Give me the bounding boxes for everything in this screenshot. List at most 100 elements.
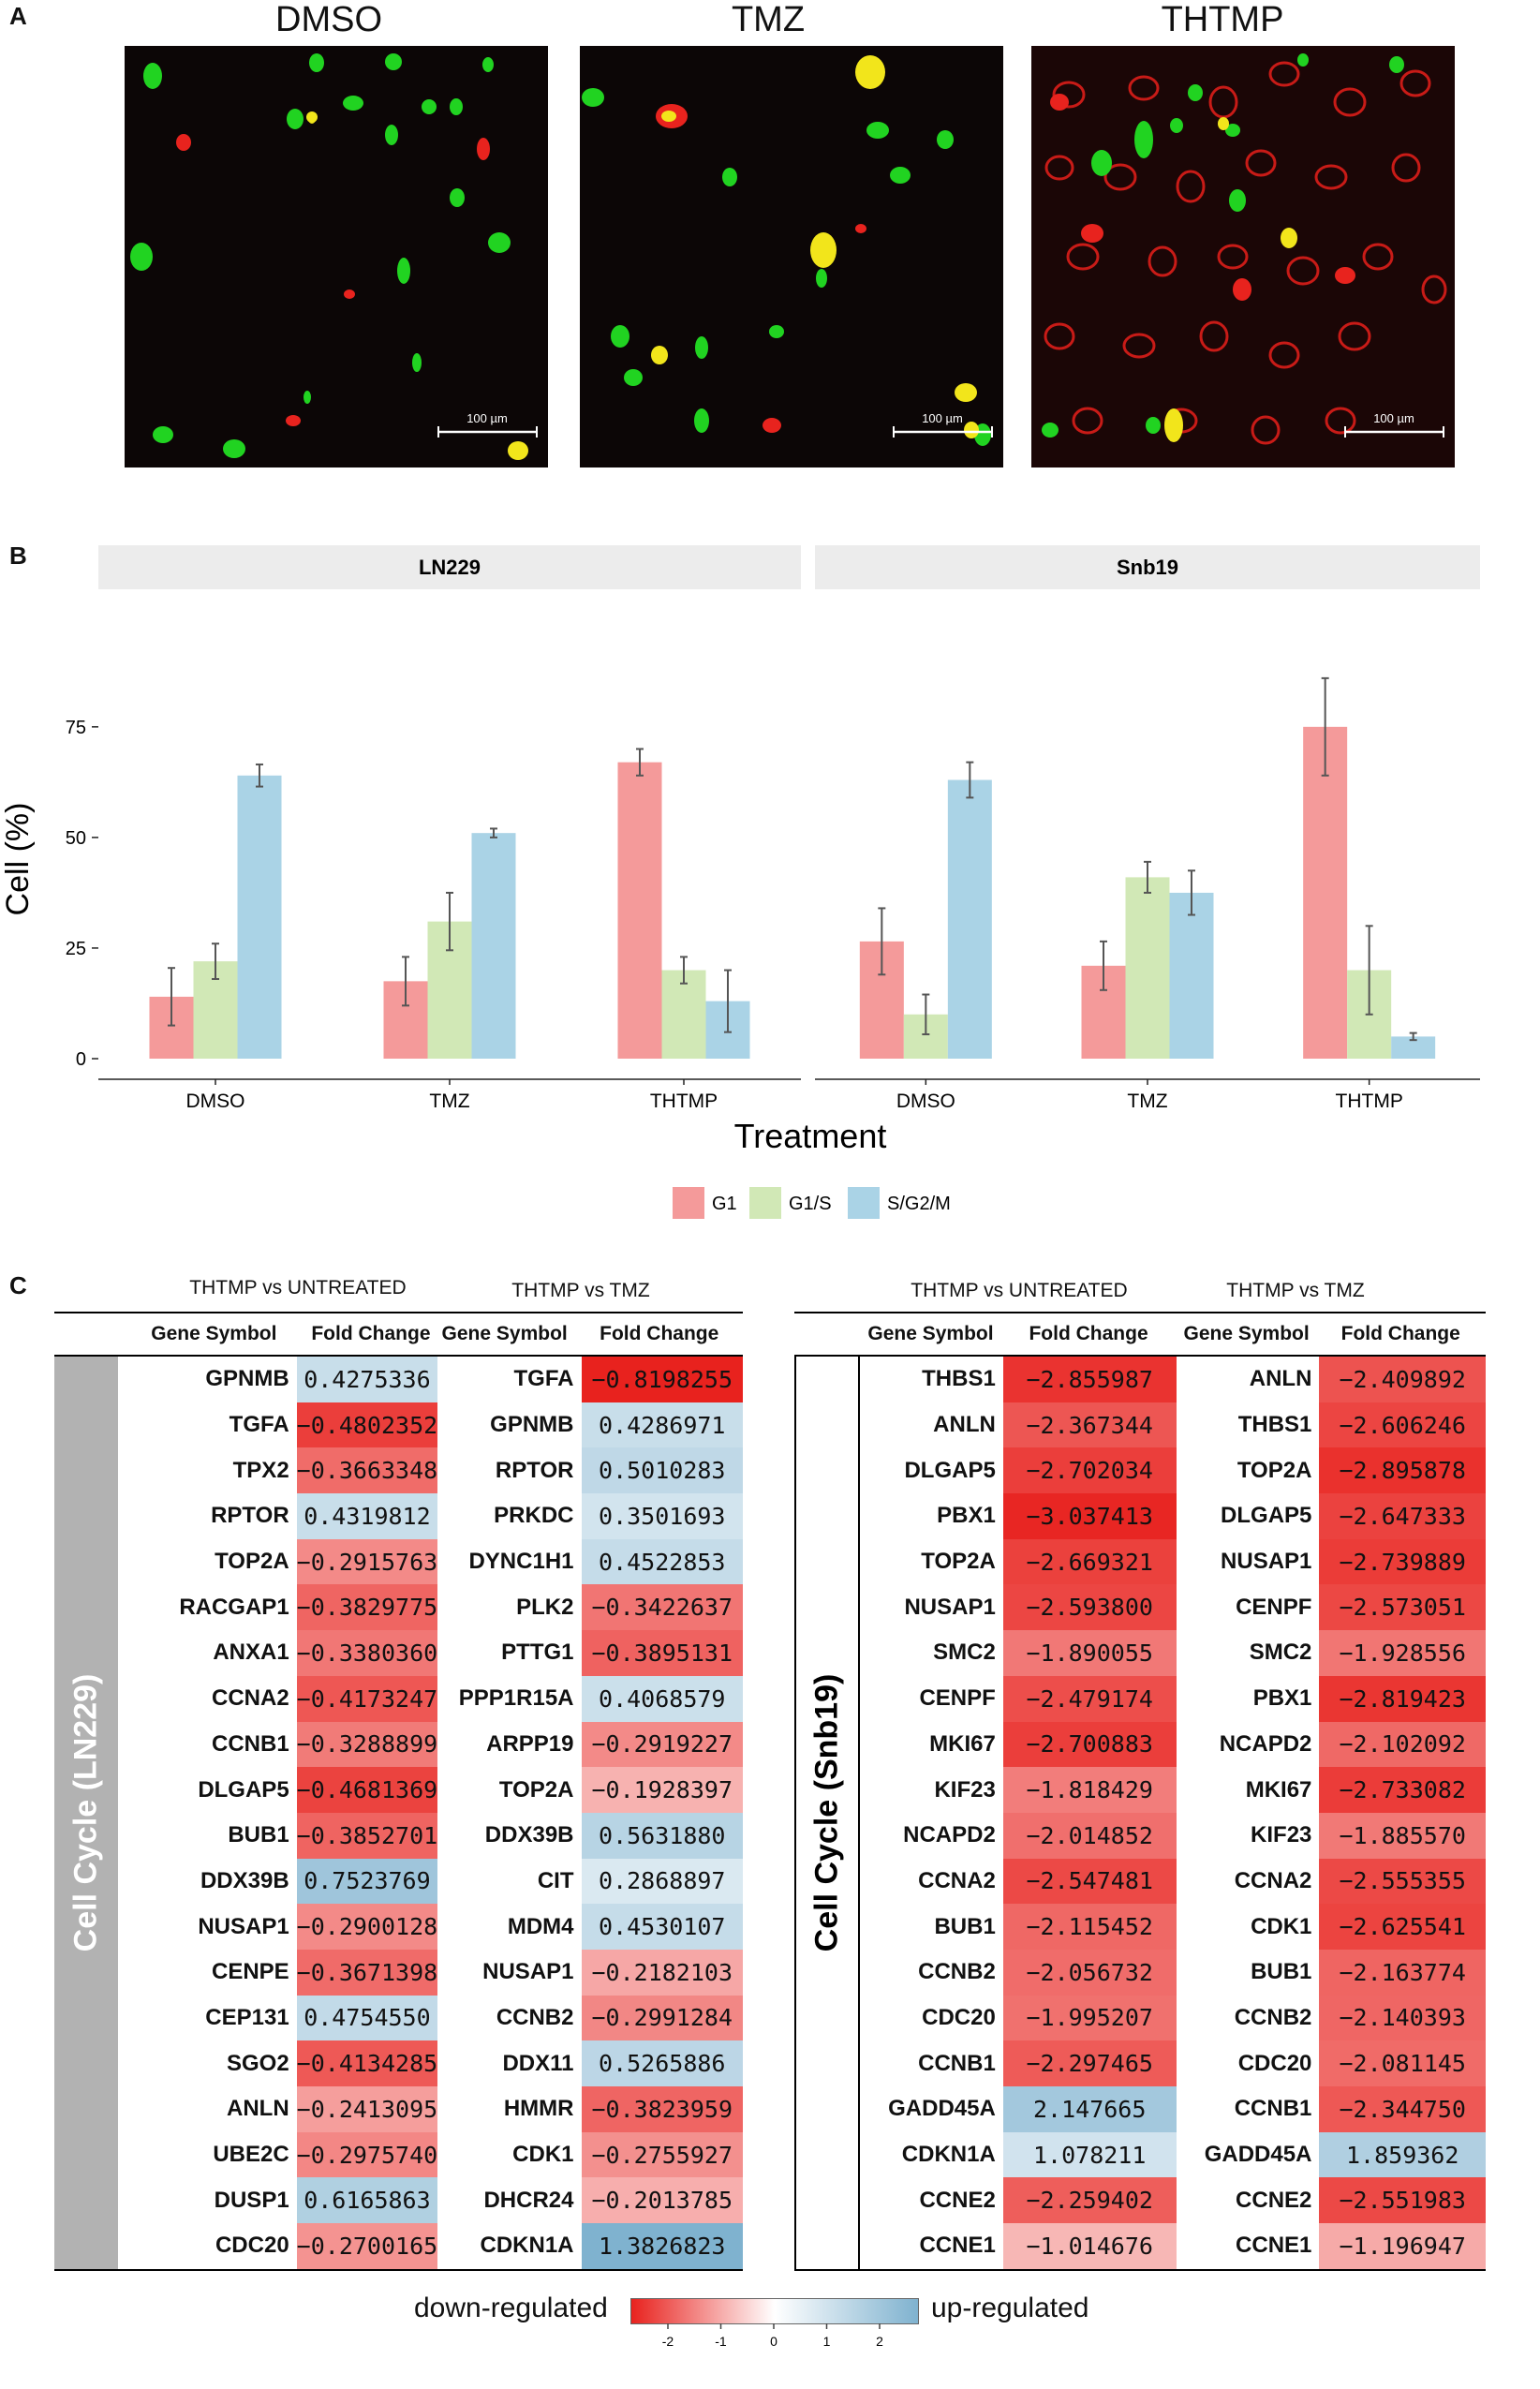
table-row: CENPE −0.3671398 NUSAP1 −0.2182103 bbox=[118, 1949, 743, 1996]
gene-symbol: CDKN1A bbox=[480, 2233, 574, 2259]
fold-change: 0.4754550 bbox=[296, 1995, 438, 2041]
table-row: MKI67 −2.700883 NCAPD2 −2.102092 bbox=[860, 1721, 1486, 1768]
ln229-table-body: GPNMB 0.4275336 TGFA −0.8198255 TGFA −0.48023… bbox=[118, 1357, 743, 2269]
fold-change: −2.014852 bbox=[1002, 1812, 1177, 1859]
fold-change: 1.078211 bbox=[1002, 2131, 1177, 2178]
fold-change: 0.4286971 bbox=[581, 1402, 743, 1448]
gene-symbol: GPNMB bbox=[205, 1366, 289, 1392]
gene-symbol: DDX39B bbox=[484, 1822, 574, 1848]
snb19-header-rule bbox=[794, 1355, 1486, 1357]
gene-symbol: CDC20 bbox=[215, 2233, 289, 2259]
gene-symbol: THBS1 bbox=[1237, 1412, 1312, 1438]
gene-symbol: NUSAP1 bbox=[904, 1594, 996, 1620]
bar-ln229-tmz-sg2m bbox=[471, 833, 516, 1059]
bar-ln229-dmso-sg2m bbox=[237, 775, 282, 1059]
fold-change: −1.890055 bbox=[1002, 1630, 1177, 1676]
gene-symbol: CCNA2 bbox=[918, 1867, 996, 1893]
table-row: ANXA1 −0.3380360 PTTG1 −0.3895131 bbox=[118, 1630, 743, 1676]
table-row: TPX2 −0.3663348 RPTOR 0.5010283 bbox=[118, 1447, 743, 1494]
gene-symbol: ANLN bbox=[933, 1412, 996, 1438]
gene-symbol: GADD45A bbox=[1204, 2142, 1312, 2168]
table-row: GPNMB 0.4275336 TGFA −0.8198255 bbox=[118, 1357, 743, 1402]
table-row: BUB1 −0.3852701 DDX39B 0.5631880 bbox=[118, 1812, 743, 1859]
x-tick-label-ln229-thtmp: THTMP bbox=[650, 1091, 718, 1112]
fold-change: −1.885570 bbox=[1319, 1812, 1486, 1859]
micrograph-tmz-svg: 100 µm bbox=[582, 55, 993, 446]
gene-symbol: TGFA bbox=[229, 1412, 289, 1438]
bar-chart: LN229 DMSO TMZ THTMP Snb19 DMSO TMZ THTMP 0 25 50 7… bbox=[0, 545, 1480, 1219]
gene-symbol: CDK1 bbox=[1251, 1913, 1312, 1939]
gene-symbol: NCAPD2 bbox=[1219, 1730, 1312, 1757]
gene-symbol: RACGAP1 bbox=[179, 1594, 289, 1620]
gene-symbol: PPP1R15A bbox=[458, 1685, 574, 1712]
ln229-col-fc-2: Fold Change bbox=[600, 1323, 719, 1344]
fold-change: −1.995207 bbox=[1002, 1995, 1177, 2041]
gene-symbol: DDX39B bbox=[200, 1867, 289, 1893]
snb19-table-body: THBS1 −2.855987 ANLN −2.409892 ANLN −2.367344… bbox=[860, 1357, 1486, 2269]
gene-symbol: TPX2 bbox=[232, 1457, 289, 1483]
snb19-cmp1-title: THTMP vs UNTREATED bbox=[911, 1280, 1128, 1301]
y-tick-label: 75 bbox=[66, 718, 86, 738]
table-row: CEP131 0.4754550 CCNB2 −0.2991284 bbox=[118, 1995, 743, 2041]
snb19-left-border bbox=[794, 1357, 796, 2271]
ln229-top-rule bbox=[54, 1312, 743, 1313]
table-row: CDKN1A 1.078211 GADD45A 1.859362 bbox=[860, 2131, 1486, 2178]
fold-change: 0.4522853 bbox=[581, 1538, 743, 1585]
legend-down-label: down-regulated bbox=[414, 2293, 608, 2323]
gene-symbol: DUSP1 bbox=[214, 2187, 289, 2213]
gene-symbol: BUB1 bbox=[1251, 1959, 1312, 1985]
gene-symbol: PBX1 bbox=[1252, 1685, 1312, 1712]
fold-change: −0.1928397 bbox=[581, 1767, 743, 1813]
table-row: RPTOR 0.4319812 PRKDC 0.3501693 bbox=[118, 1493, 743, 1539]
fold-change: −0.3422637 bbox=[581, 1584, 743, 1631]
facet-title-ln229: LN229 bbox=[419, 556, 481, 579]
facet-strip-snb19 bbox=[815, 545, 1480, 589]
fold-change: −0.3829775 bbox=[296, 1584, 438, 1631]
table-row: NCAPD2 −2.014852 KIF23 −1.885570 bbox=[860, 1812, 1486, 1859]
facet-strip-ln229 bbox=[98, 545, 801, 589]
fold-change: −1.928556 bbox=[1319, 1630, 1486, 1676]
fold-change: −0.3852701 bbox=[296, 1812, 438, 1859]
x-tick-label-snb19-dmso: DMSO bbox=[896, 1091, 955, 1112]
table-row: DUSP1 0.6165863 DHCR24 −0.2013785 bbox=[118, 2177, 743, 2224]
ln229-cmp2-title: THTMP vs TMZ bbox=[511, 1280, 650, 1301]
fold-change: 2.147665 bbox=[1002, 2086, 1177, 2132]
fold-change: 0.4275336 bbox=[296, 1357, 438, 1402]
table-row: KIF23 −1.818429 MKI67 −2.733082 bbox=[860, 1767, 1486, 1813]
fold-change: −1.818429 bbox=[1002, 1767, 1177, 1813]
table-row: GADD45A 2.147665 CCNB1 −2.344750 bbox=[860, 2086, 1486, 2132]
snb19-col-fc-1: Fold Change bbox=[1029, 1323, 1148, 1344]
fold-change: 0.2868897 bbox=[581, 1858, 743, 1905]
table-row: DLGAP5 −0.4681369 TOP2A −0.1928397 bbox=[118, 1767, 743, 1813]
y-axis-title: Cell (%) bbox=[0, 803, 36, 916]
x-tick-label-ln229-tmz: TMZ bbox=[429, 1091, 469, 1112]
gene-symbol: ANLN bbox=[1249, 1366, 1312, 1392]
gene-symbol: CCNA2 bbox=[1234, 1867, 1312, 1893]
fold-change: −2.700883 bbox=[1002, 1721, 1177, 1768]
fold-change: −0.2755927 bbox=[581, 2131, 743, 2178]
gene-symbol: DDX11 bbox=[502, 2050, 574, 2076]
table-row: CCNB1 −0.3288899 ARPP19 −0.2919227 bbox=[118, 1721, 743, 1768]
gene-symbol: ARPP19 bbox=[486, 1730, 574, 1757]
gene-symbol: CCNB1 bbox=[211, 1730, 289, 1757]
snb19-side-divider bbox=[858, 1357, 860, 2269]
gene-symbol: CIT bbox=[537, 1867, 574, 1893]
legend-swatch-g1 bbox=[673, 1187, 704, 1219]
gene-symbol: NUSAP1 bbox=[198, 1913, 289, 1939]
gene-symbol: CCNB1 bbox=[1234, 2096, 1312, 2122]
gene-symbol: CCNB2 bbox=[496, 2004, 574, 2030]
table-row: TOP2A −0.2915763 DYNC1H1 0.4522853 bbox=[118, 1538, 743, 1585]
gene-symbol: TOP2A bbox=[498, 1776, 574, 1803]
y-tick-label: 50 bbox=[66, 828, 86, 849]
table-row: SGO2 −0.4134285 DDX11 0.5265886 bbox=[118, 2040, 743, 2086]
gene-symbol: BUB1 bbox=[934, 1913, 996, 1939]
gene-symbol: KIF23 bbox=[1251, 1822, 1312, 1848]
gene-symbol: CDKN1A bbox=[901, 2142, 996, 2168]
gene-symbol: TOP2A bbox=[215, 1549, 289, 1575]
gene-symbol: CCNB2 bbox=[1234, 2004, 1312, 2030]
bar-snb19-tmz-sg2m bbox=[1169, 892, 1214, 1059]
x-tick-label-snb19-tmz: TMZ bbox=[1127, 1091, 1167, 1112]
gene-symbol: ANLN bbox=[227, 2096, 289, 2122]
fold-change: −0.2915763 bbox=[296, 1538, 438, 1585]
gene-symbol: RPTOR bbox=[211, 1503, 289, 1529]
